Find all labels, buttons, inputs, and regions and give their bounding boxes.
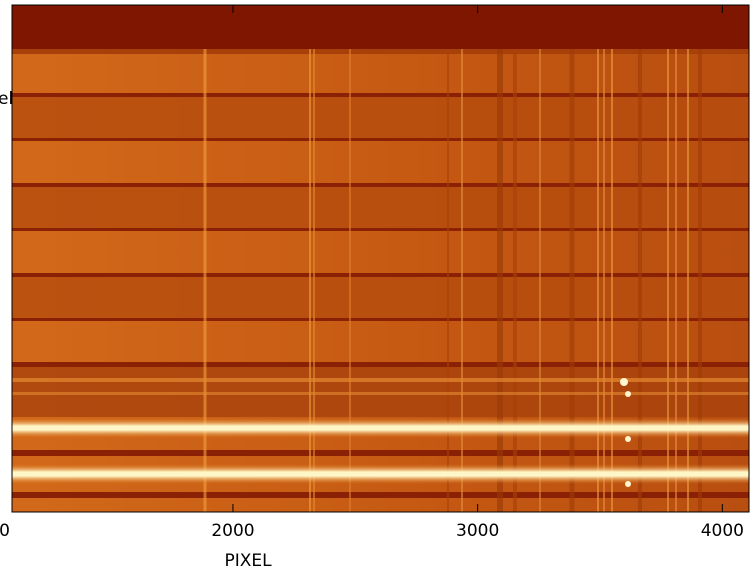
x-axis-label: PIXEL [224,551,272,571]
x-tick-label: 3000 [456,521,499,541]
spectral-image [12,5,749,512]
plot-frame [11,4,750,513]
x-tick-label: 1000 [0,521,10,541]
x-tick-label: 2000 [211,521,254,541]
side-label: el [0,89,13,109]
x-tick-label: 4000 [701,521,744,541]
